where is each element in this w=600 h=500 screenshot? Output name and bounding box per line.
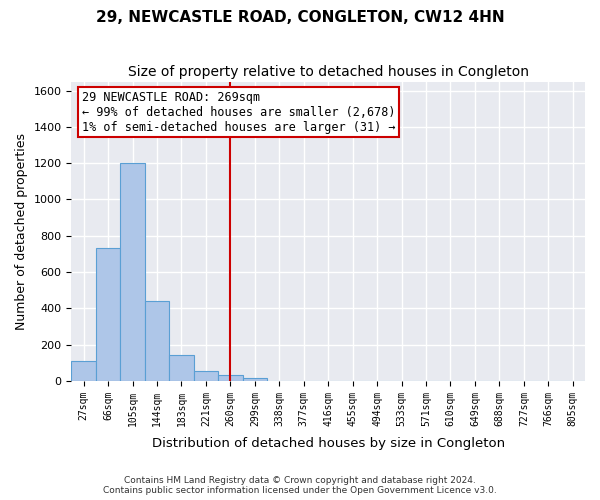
Bar xyxy=(194,371,218,381)
Bar xyxy=(145,301,169,381)
Bar xyxy=(71,362,96,381)
Bar xyxy=(121,163,145,381)
Text: 29, NEWCASTLE ROAD, CONGLETON, CW12 4HN: 29, NEWCASTLE ROAD, CONGLETON, CW12 4HN xyxy=(95,10,505,25)
Y-axis label: Number of detached properties: Number of detached properties xyxy=(15,132,28,330)
Bar xyxy=(242,378,267,381)
Bar xyxy=(96,248,121,381)
Title: Size of property relative to detached houses in Congleton: Size of property relative to detached ho… xyxy=(128,65,529,79)
X-axis label: Distribution of detached houses by size in Congleton: Distribution of detached houses by size … xyxy=(152,437,505,450)
Text: Contains HM Land Registry data © Crown copyright and database right 2024.
Contai: Contains HM Land Registry data © Crown c… xyxy=(103,476,497,495)
Text: 29 NEWCASTLE ROAD: 269sqm
← 99% of detached houses are smaller (2,678)
1% of sem: 29 NEWCASTLE ROAD: 269sqm ← 99% of detac… xyxy=(82,90,395,134)
Bar xyxy=(169,355,194,381)
Bar xyxy=(218,376,242,381)
